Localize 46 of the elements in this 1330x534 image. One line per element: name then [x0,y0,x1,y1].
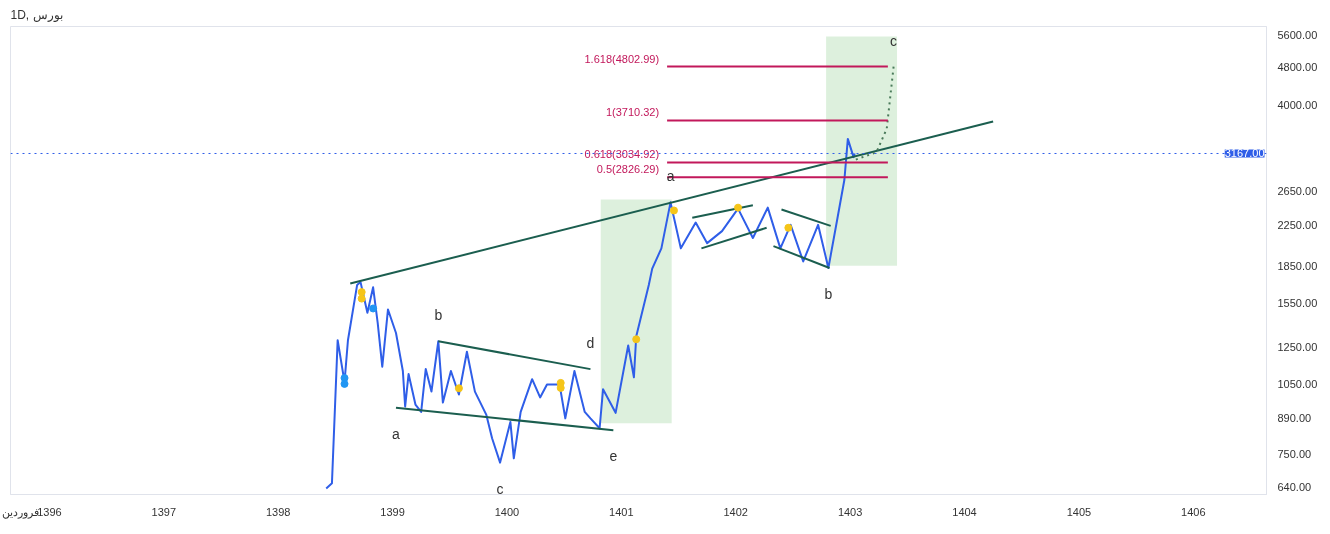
y-tick-label: 890.00 [1277,412,1312,425]
x-tick-label: 1399 [380,505,405,518]
annotation: e [609,448,618,465]
point [454,384,463,393]
series-label: 0.5(2826.29) [596,163,660,176]
x-tick-label: 1402 [723,505,748,518]
x-tick-label: 1404 [952,505,977,518]
x-tick-label: 1405 [1066,505,1092,518]
y-tick-label: 1050.00 [1277,377,1318,390]
point [669,206,678,215]
chart-title: 1D, بورس [10,7,63,22]
series-label: 1.618(4802.99) [584,52,660,65]
x-tick-label: 1396 [37,505,62,518]
y-tick-label: 1850.00 [1277,259,1318,272]
point [369,304,378,313]
x-tick-label: 1401 [609,505,634,518]
point [632,335,641,344]
ref-line-label: 3167.00 [1224,147,1265,160]
y-tick-label: 640.00 [1277,481,1312,494]
annotation: b [824,285,833,302]
annotation: b [434,307,443,324]
x-tick-label: فروردین [2,505,40,519]
x-tick-label: 1398 [265,505,291,518]
x-tick-label: 1397 [151,505,177,518]
annotation: c [496,480,504,497]
x-tick-label: 1400 [494,505,520,518]
point [357,288,366,297]
annotation: d [586,335,595,352]
x-tick-label: 1406 [1181,505,1206,518]
y-tick-label: 750.00 [1277,448,1312,461]
point [734,203,743,212]
series-label: 1(3710.32) [605,106,660,119]
annotation: a [392,425,401,442]
line-series [854,65,895,161]
annotation: c [890,32,898,49]
y-tick-label: 4000.00 [1277,98,1318,111]
point [357,294,366,303]
point [784,223,793,232]
x-tick-label: 1403 [837,505,863,518]
y-tick-label: 1550.00 [1277,296,1318,309]
series-label: 0.618(3034.92) [584,148,660,161]
y-tick-label: 2250.00 [1277,218,1318,231]
y-tick-label: 5600.00 [1277,28,1318,41]
y-tick-label: 4800.00 [1277,60,1318,73]
y-tick-label: 2650.00 [1277,184,1318,197]
y-tick-label: 1250.00 [1277,341,1318,354]
